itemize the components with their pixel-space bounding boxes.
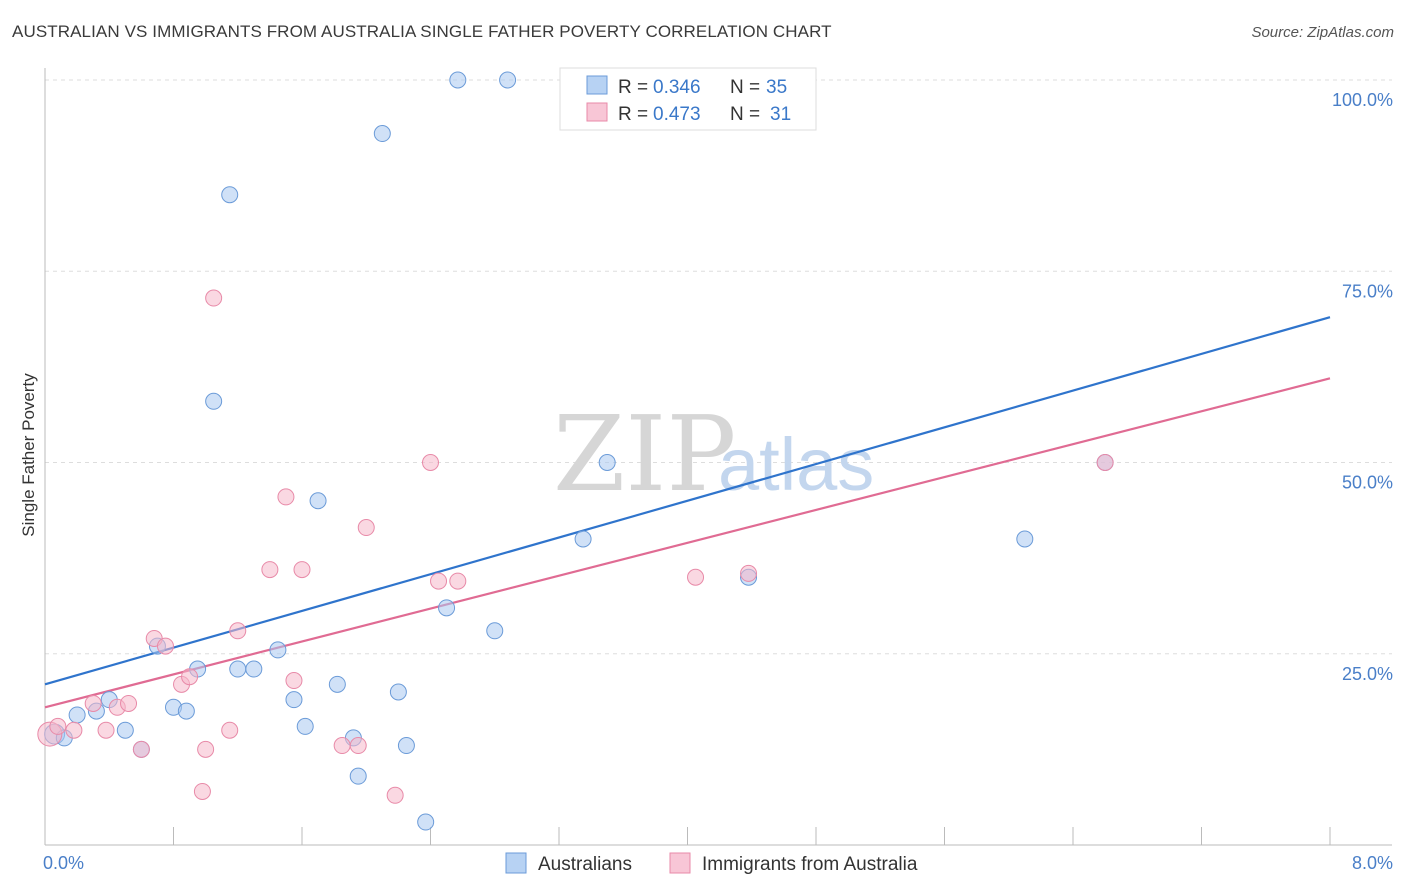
tick-labels: 25.0% 50.0% 75.0% 100.0% 0.0% 8.0% — [43, 90, 1393, 873]
axes — [44, 68, 1392, 846]
immigrants-point — [293, 561, 311, 579]
immigrants-point — [84, 694, 102, 712]
australians-point — [221, 186, 239, 204]
immigrants-point — [181, 668, 199, 686]
australians-point — [373, 125, 391, 143]
immigrants-point — [120, 694, 138, 712]
immigrants-point — [193, 782, 211, 800]
australians-point — [449, 71, 467, 89]
australians-point — [296, 717, 314, 735]
australians-point — [229, 660, 247, 678]
immigrants-point — [229, 622, 247, 640]
series-legend: Australians Immigrants from Australia — [505, 852, 918, 875]
bottom-legend-swatch-australians — [505, 852, 527, 874]
australians-point — [328, 675, 346, 693]
australians-point — [177, 702, 195, 720]
bottom-legend-immigrants: Immigrants from Australia — [702, 854, 918, 875]
australians-point — [68, 706, 86, 724]
immigrants-point — [221, 721, 239, 739]
immigrants-point — [285, 672, 303, 690]
trend-lines — [44, 316, 1331, 709]
australians-point — [116, 721, 134, 739]
australians-point — [417, 813, 435, 831]
australians-point — [438, 599, 456, 617]
legend-r-label-1: R = — [618, 77, 648, 98]
immigrants-point — [349, 737, 367, 755]
australians-point — [269, 641, 287, 659]
immigrants-point — [357, 519, 375, 537]
legend-r-value-1: 0.346 — [653, 77, 701, 98]
australians-point — [574, 530, 592, 548]
y-tick-label-50: 50.0% — [1342, 473, 1393, 493]
legend-swatch-australians — [586, 75, 608, 95]
australians-point — [1016, 530, 1034, 548]
legend-n-value-1: 35 — [766, 77, 787, 98]
immigrants-point — [156, 637, 174, 655]
immigrants-point — [132, 740, 150, 758]
legend-swatch-immigrants — [586, 102, 608, 122]
watermark-atlas: atlas — [718, 423, 874, 506]
chart-title: AUSTRALIAN VS IMMIGRANTS FROM AUSTRALIA … — [12, 22, 832, 41]
y-tick-label-25: 25.0% — [1342, 664, 1393, 684]
immigrants-trend-line — [44, 377, 1331, 709]
watermark-zip: ZIP — [553, 393, 736, 515]
legend-n-label-1: N = — [730, 77, 760, 98]
x-tick-label-left: 0.0% — [43, 853, 84, 873]
legend-n-value-2: 31 — [770, 104, 791, 125]
australians-point — [205, 392, 223, 410]
source-credit: Source: ZipAtlas.com — [1251, 24, 1394, 41]
australians-point — [499, 71, 517, 89]
immigrants-point — [205, 289, 223, 307]
australians-point — [245, 660, 263, 678]
australians-point — [309, 492, 327, 510]
immigrants-point — [422, 454, 439, 471]
grid-lines — [45, 79, 1392, 655]
immigrants-point — [49, 717, 67, 735]
legend-r-label-2: R = — [618, 104, 648, 125]
immigrants-point — [65, 721, 83, 739]
immigrants-point — [277, 488, 295, 506]
australians-point — [598, 454, 616, 471]
australians-point — [397, 737, 415, 755]
immigrants-point — [449, 572, 467, 590]
data-points — [37, 71, 1114, 831]
watermark: ZIP atlas — [553, 393, 874, 515]
immigrants-point — [386, 786, 404, 804]
immigrants-point — [333, 737, 351, 755]
y-tick-label-100: 100.0% — [1332, 90, 1393, 110]
y-axis-label: Single Father Poverty — [19, 373, 38, 537]
australians-point — [486, 622, 504, 640]
immigrants-point — [1096, 454, 1114, 471]
legend-r-value-2: 0.473 — [653, 104, 701, 125]
y-tick-label-75: 75.0% — [1342, 281, 1393, 301]
stats-legend: R = 0.346 N = 35 R = 0.473 N = 31 — [559, 67, 817, 131]
immigrants-point — [197, 740, 215, 758]
immigrants-point — [261, 561, 279, 579]
australians-point — [349, 767, 367, 785]
immigrants-point — [687, 568, 705, 586]
bottom-legend-australians: Australians — [538, 854, 632, 875]
bottom-legend-swatch-immigrants — [669, 852, 691, 874]
legend-n-label-2: N = — [730, 104, 760, 125]
australians-point — [285, 691, 303, 709]
immigrants-point — [740, 564, 758, 582]
x-tick-label-right: 8.0% — [1352, 853, 1393, 873]
australians-point — [389, 683, 407, 701]
immigrants-point — [97, 721, 115, 739]
immigrants-point — [430, 572, 448, 590]
australians-trend-line — [44, 316, 1331, 686]
